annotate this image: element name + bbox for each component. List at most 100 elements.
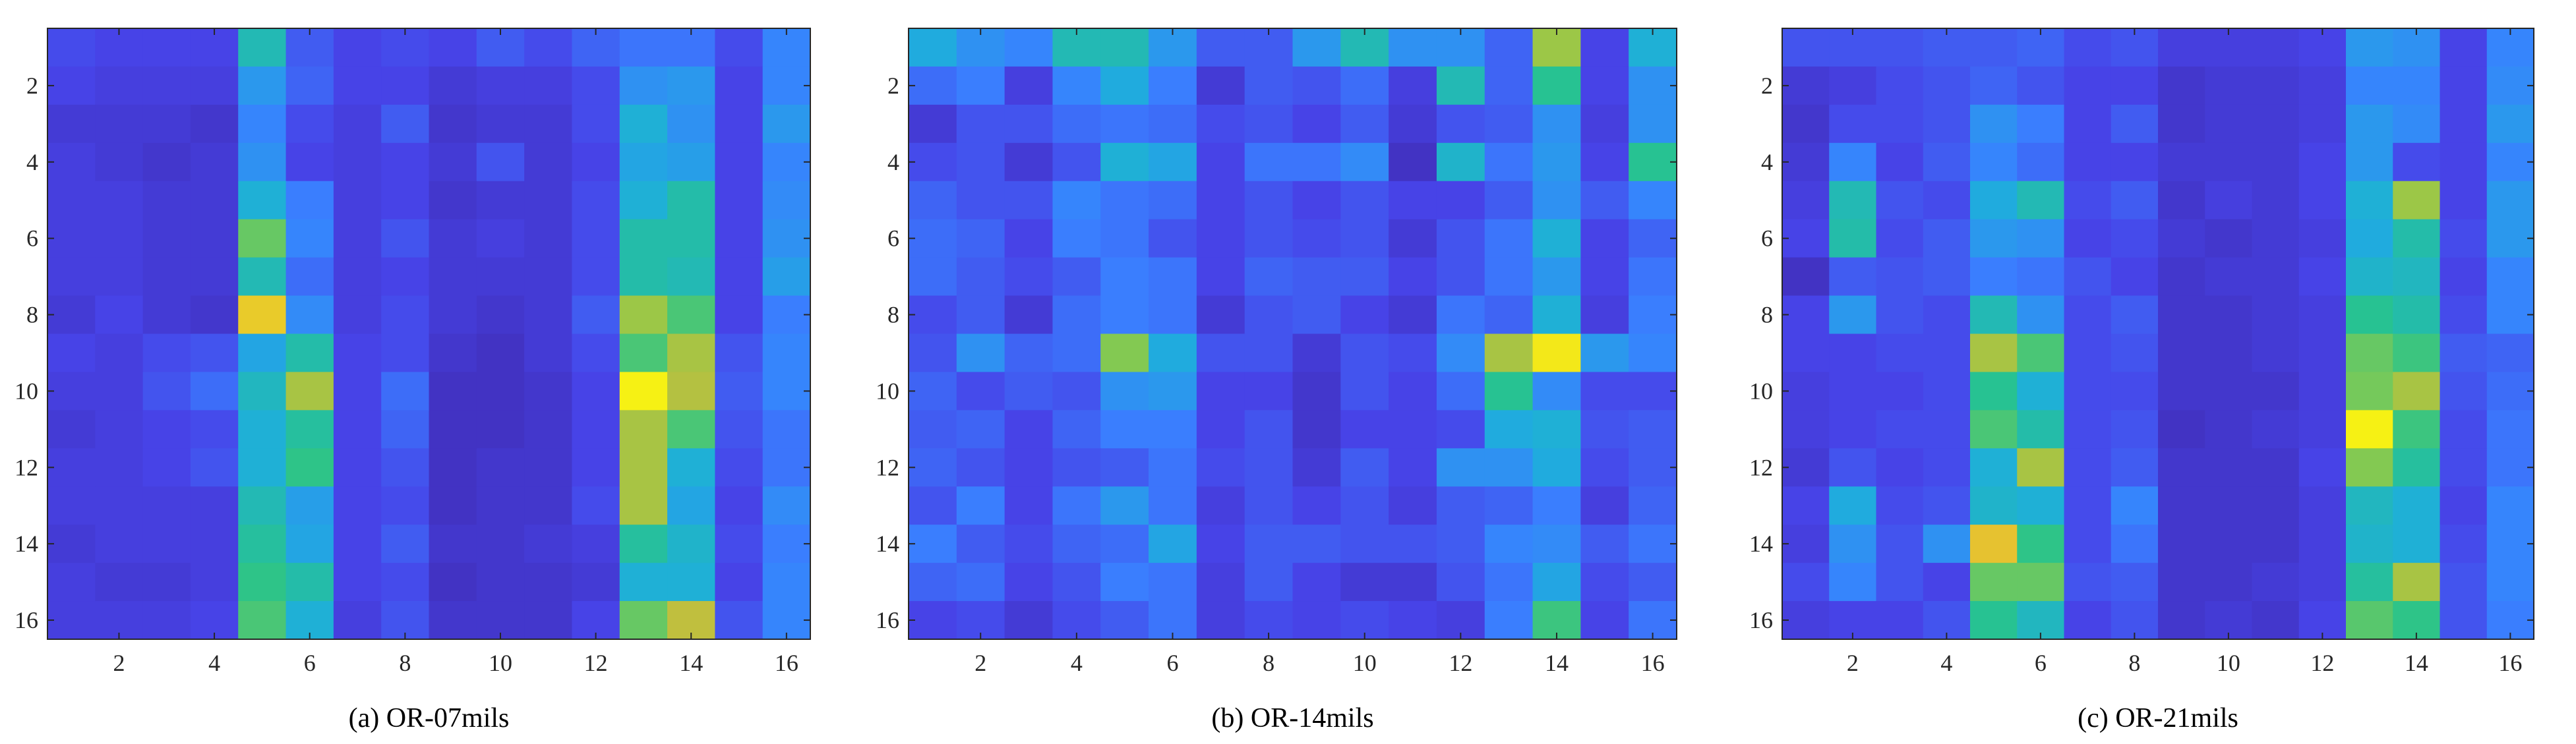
heatmap-cell <box>142 601 191 640</box>
heatmap-cell <box>1532 563 1581 602</box>
heatmap-cell <box>238 104 287 144</box>
axes-frame <box>1782 28 2534 640</box>
heatmap-cell <box>2252 295 2300 335</box>
heatmap-cell <box>909 66 957 105</box>
heatmap-cell <box>381 295 430 335</box>
heatmap-cell <box>95 563 144 602</box>
heatmap-cell <box>1244 410 1294 449</box>
heatmap-cell <box>285 66 334 105</box>
heatmap-cell <box>1484 410 1534 449</box>
heatmap-cell <box>2440 333 2488 373</box>
heatmap-cell <box>1782 28 1830 67</box>
heatmap-cell <box>1970 563 2018 602</box>
heatmap-cell <box>1100 333 1149 373</box>
heatmap-cell <box>333 525 382 563</box>
heatmap-cell <box>2440 563 2488 602</box>
heatmap-cell <box>1970 372 2018 411</box>
heatmap-cell <box>429 525 477 563</box>
heatmap-cell <box>2252 372 2300 411</box>
heatmap-cell <box>2298 372 2347 411</box>
x-tick-label: 12 <box>584 650 608 676</box>
heatmap-cell <box>1149 333 1197 373</box>
heatmap-cell <box>333 28 382 67</box>
heatmap-cell <box>1149 104 1197 144</box>
heatmap-cell <box>2346 601 2393 640</box>
heatmap-cell <box>524 410 573 449</box>
heatmap-cell <box>1923 525 1971 563</box>
heatmap-cell <box>667 372 715 411</box>
heatmap-cell <box>2017 181 2065 220</box>
y-tick-label: 12 <box>876 454 899 480</box>
heatmap-cell <box>381 66 430 105</box>
heatmap-cell <box>2111 448 2159 487</box>
heatmap-cell <box>572 181 620 220</box>
heatmap-panel-c: 2 4 6 8 10 12 14 16 2 4 6 8 10 12 14 16 (c) OR-21mils <box>1749 28 2534 733</box>
heatmap-cell <box>1100 181 1149 220</box>
heatmap-cell <box>333 333 382 373</box>
heatmap-cell <box>524 28 573 67</box>
heatmap-cell <box>1436 257 1485 297</box>
heatmap-cell <box>2205 525 2253 563</box>
heatmap-cell <box>95 104 144 144</box>
heatmap-cell <box>2298 219 2347 258</box>
heatmap-cell <box>1782 486 1830 525</box>
heatmap-cell <box>285 486 334 525</box>
heatmap-cell <box>47 333 96 373</box>
heatmap-cell <box>2017 219 2065 258</box>
heatmap-cell <box>1782 410 1830 449</box>
heatmap-cell <box>524 563 573 602</box>
heatmap-cell <box>333 295 382 335</box>
heatmap-cell <box>572 410 620 449</box>
heatmap-cell <box>2064 257 2112 297</box>
heatmap-cell <box>1923 181 1971 220</box>
heatmap-cell <box>572 257 620 297</box>
heatmap-cell <box>2064 333 2112 373</box>
heatmap-cell <box>2346 372 2393 411</box>
heatmap-cell <box>95 181 144 220</box>
heatmap-cell <box>142 563 191 602</box>
heatmap-cell <box>2346 333 2393 373</box>
heatmap-cell <box>1829 448 1877 487</box>
heatmap-cell <box>572 295 620 335</box>
heatmap-cell <box>2205 181 2253 220</box>
heatmap-cell <box>1923 219 1971 258</box>
heatmap-cell <box>1436 333 1485 373</box>
heatmap-cell <box>333 257 382 297</box>
heatmap-cell <box>2111 410 2159 449</box>
heatmap-cell <box>2064 372 2112 411</box>
heatmap-cell <box>1782 142 1830 182</box>
heatmap-cell <box>619 181 668 220</box>
heatmap-cell <box>1004 142 1054 182</box>
heatmap-cell <box>1340 563 1389 602</box>
heatmap-cell <box>190 410 239 449</box>
heatmap-cell <box>1389 104 1437 144</box>
heatmap-cell <box>1340 410 1389 449</box>
heatmap-cell <box>1149 486 1197 525</box>
heatmap-cell <box>333 448 382 487</box>
heatmap-cell <box>667 219 715 258</box>
heatmap-cell <box>2346 448 2393 487</box>
heatmap-cell <box>1923 66 1971 105</box>
heatmap-cell <box>1580 104 1629 144</box>
heatmap-cell <box>1580 181 1629 220</box>
heatmap-cell <box>1629 104 1677 144</box>
heatmap-cell <box>1876 181 1924 220</box>
heatmap-cell <box>956 219 1005 258</box>
heatmap-cell <box>333 66 382 105</box>
y-tick-label: 6 <box>26 225 38 252</box>
heatmap-cell <box>2205 410 2253 449</box>
y-tick-label: 12 <box>1749 454 1773 480</box>
heatmap-cell <box>1340 372 1389 411</box>
heatmap-cell <box>1196 333 1245 373</box>
heatmap-cell <box>333 219 382 258</box>
heatmap-cell <box>1876 104 1924 144</box>
heatmap-cell <box>2111 486 2159 525</box>
heatmap-cell <box>1580 486 1629 525</box>
heatmap-cell <box>1100 448 1149 487</box>
heatmap-cell <box>572 525 620 563</box>
heatmap-cell <box>285 257 334 297</box>
heatmap-cell <box>2393 219 2441 258</box>
y-tick-label: 4 <box>887 149 899 175</box>
heatmap-cell <box>1829 142 1877 182</box>
heatmap-cell <box>1876 257 1924 297</box>
